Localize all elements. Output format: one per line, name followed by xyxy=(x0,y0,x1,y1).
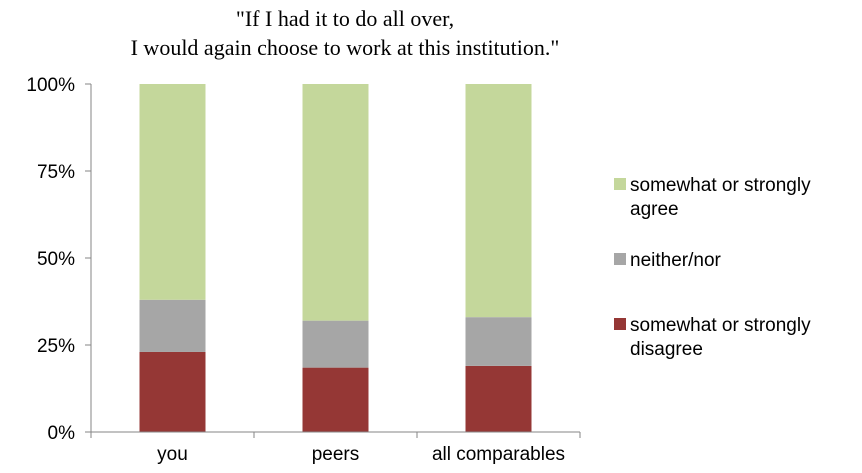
legend: somewhat or strongly agree neither/nor some… xyxy=(614,175,811,360)
bar-segment-all-comparables-series-0 xyxy=(465,365,532,432)
y-tick-label: 75% xyxy=(37,162,75,183)
chart-title-line-2: I would again choose to work at this ins… xyxy=(131,35,560,60)
x-tick-label: peers xyxy=(312,444,360,465)
y-tick-label: 25% xyxy=(37,336,75,357)
bar-segment-all-comparables-series-2 xyxy=(465,84,532,318)
bar-segment-all-comparables-series-1 xyxy=(465,317,532,366)
legend-swatch xyxy=(614,318,626,330)
legend-swatch xyxy=(614,178,626,190)
bar-segment-peers-series-1 xyxy=(302,320,369,368)
x-axis-ticks: you peers all comparables xyxy=(90,432,581,465)
y-tick-label: 0% xyxy=(48,423,76,444)
bar-segment-peers-series-0 xyxy=(302,367,369,432)
legend-label: somewhat or strongly xyxy=(630,175,811,196)
x-tick-label: you xyxy=(157,444,188,465)
bar-segment-you-series-0 xyxy=(139,351,206,432)
bar-segment-you-series-2 xyxy=(139,84,206,300)
y-axis-ticks: 0% 25% 50% 75% 100% xyxy=(26,75,91,444)
y-tick-label: 100% xyxy=(26,75,75,96)
bar-segment-you-series-1 xyxy=(139,299,206,352)
chart-title-line-1: "If I had it to do all over, xyxy=(236,6,454,31)
legend-label: somewhat or strongly xyxy=(630,315,811,336)
y-tick-label: 50% xyxy=(37,249,75,270)
legend-swatch xyxy=(614,253,626,265)
legend-label: disagree xyxy=(630,339,703,360)
bar-segment-peers-series-2 xyxy=(302,84,369,321)
bars-layer xyxy=(139,84,532,432)
legend-label: agree xyxy=(630,199,679,220)
legend-label: neither/nor xyxy=(630,250,722,271)
x-tick-label: all comparables xyxy=(432,444,565,465)
